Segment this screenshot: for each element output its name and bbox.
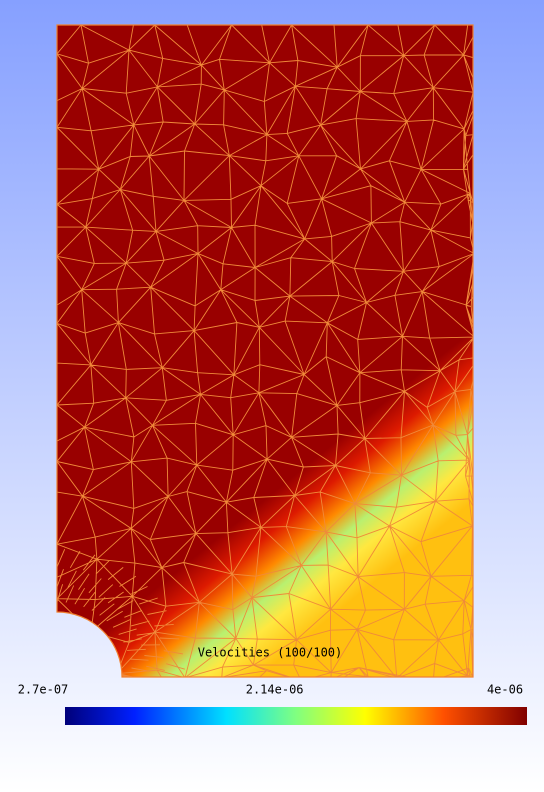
mesh bbox=[57, 25, 473, 677]
colorbar-label: 4e-06 bbox=[487, 683, 523, 697]
colorbar-labels: 2.7e-07 2.14e-06 4e-06 bbox=[18, 683, 523, 697]
colorbar-label: 2.7e-07 bbox=[18, 683, 69, 697]
mesh-edges bbox=[57, 25, 473, 677]
legend-title: Velocities (100/100) bbox=[198, 646, 343, 660]
colorbar bbox=[65, 707, 527, 725]
boundary bbox=[56, 24, 474, 678]
field bbox=[57, 25, 473, 677]
colorbar-label: 2.14e-06 bbox=[246, 683, 304, 697]
